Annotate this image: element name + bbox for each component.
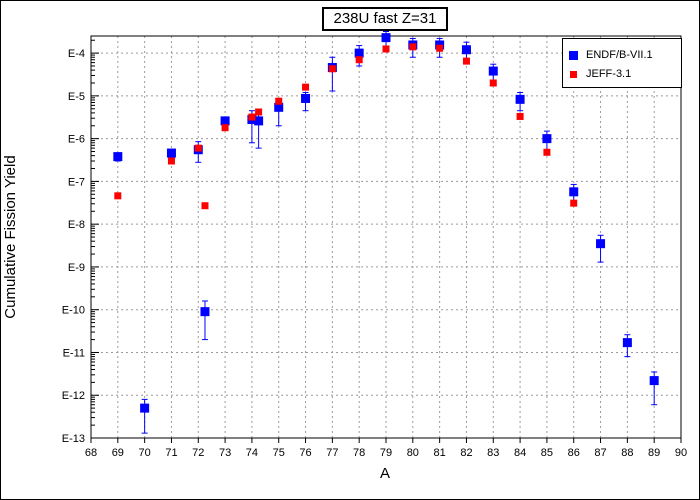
data-point [275,97,283,105]
x-tick-label: 75 [273,447,285,459]
data-point [302,83,310,91]
data-point [194,144,202,152]
y-tick-label: E-9 [68,262,85,274]
data-point [301,93,311,103]
y-tick-label: E-7 [68,176,85,188]
data-point [166,148,176,158]
data-point [409,43,417,51]
data-point [461,45,471,55]
x-tick-label: 74 [246,447,258,459]
data-point [436,44,444,52]
data-point [355,56,363,64]
data-point [489,79,497,87]
x-axis-ticks: 68 69 70 71 72 73 74 75 76 77 78 79 80 81 82 83 84 85 86 87… [85,438,687,459]
legend-swatch-endf [569,50,578,60]
x-tick-label: 88 [621,447,633,459]
data-series [113,31,659,434]
data-point [569,187,579,197]
x-tick-label: 83 [487,447,499,459]
data-point [622,338,632,348]
data-point [200,307,210,317]
x-tick-label: 87 [594,447,606,459]
data-point [255,108,263,116]
x-tick-label: 72 [192,447,204,459]
chart-title: 238U fast Z=31 [322,7,448,31]
series-jeff [114,43,578,210]
legend: ENDF/B-VII.1 JEFF-3.1 [562,38,682,88]
x-tick-label: 84 [514,447,526,459]
data-point [570,199,578,207]
data-point [515,94,525,104]
y-tick-label: E-8 [68,219,85,231]
legend-swatch-jeff [570,70,577,78]
y-tick-label: E-10 [62,305,85,317]
y-tick-label: E-4 [68,48,85,60]
data-point [220,116,230,126]
data-point [274,102,284,112]
legend-item-endf: ENDF/B-VII.1 [569,48,653,62]
data-point [488,66,498,76]
legend-label-endf: ENDF/B-VII.1 [586,49,653,61]
y-tick-label: E-11 [63,347,85,359]
data-point [114,192,122,200]
legend-label-jeff: JEFF-3.1 [586,68,632,80]
data-point [140,403,150,413]
x-tick-label: 82 [460,447,472,459]
x-tick-label: 69 [112,447,124,459]
grid [91,36,681,438]
x-tick-label: 90 [675,447,687,459]
data-point [221,124,229,132]
x-tick-label: 71 [165,447,177,459]
x-tick-label: 68 [85,447,97,459]
data-point [543,148,551,156]
x-tick-label: 78 [353,447,365,459]
data-point [462,57,470,65]
data-point [381,33,391,43]
x-tick-label: 79 [380,447,392,459]
data-point [248,113,256,121]
y-tick-label: E-13 [62,433,85,445]
y-axis-label: Cumulative Fission Yield [2,155,19,319]
data-point [354,48,364,58]
y-tick-label: E-5 [68,91,85,103]
data-point [201,202,209,210]
data-point [649,376,659,386]
x-tick-label: 85 [541,447,553,459]
y-axis-ticks: E-4 E-5 E-6 E-7 E-8 E-9 E-10 E-11 E-12 E-13 [62,39,99,445]
data-point [596,239,606,249]
x-axis-label: A [379,465,390,482]
data-point [542,134,552,144]
x-tick-label: 73 [219,447,231,459]
legend-item-jeff: JEFF-3.1 [569,67,631,81]
x-tick-label: 76 [299,447,311,459]
data-point [328,65,336,73]
x-tick-label: 80 [407,447,419,459]
data-point [516,112,524,120]
x-tick-label: 70 [139,447,151,459]
x-tick-label: 89 [648,447,660,459]
data-point [167,157,175,165]
y-tick-label: E-12 [62,390,85,402]
data-point [254,116,264,126]
data-point [382,45,390,53]
data-point [113,152,123,162]
x-tick-label: 77 [326,447,338,459]
x-tick-label: 81 [434,447,446,459]
x-tick-label: 86 [568,447,580,459]
y-tick-label: E-6 [68,134,85,146]
